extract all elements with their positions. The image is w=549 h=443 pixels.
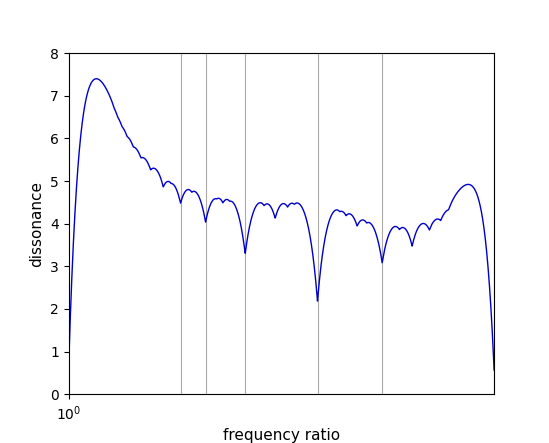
Y-axis label: dissonance: dissonance bbox=[30, 181, 44, 267]
X-axis label: frequency ratio: frequency ratio bbox=[223, 428, 340, 443]
